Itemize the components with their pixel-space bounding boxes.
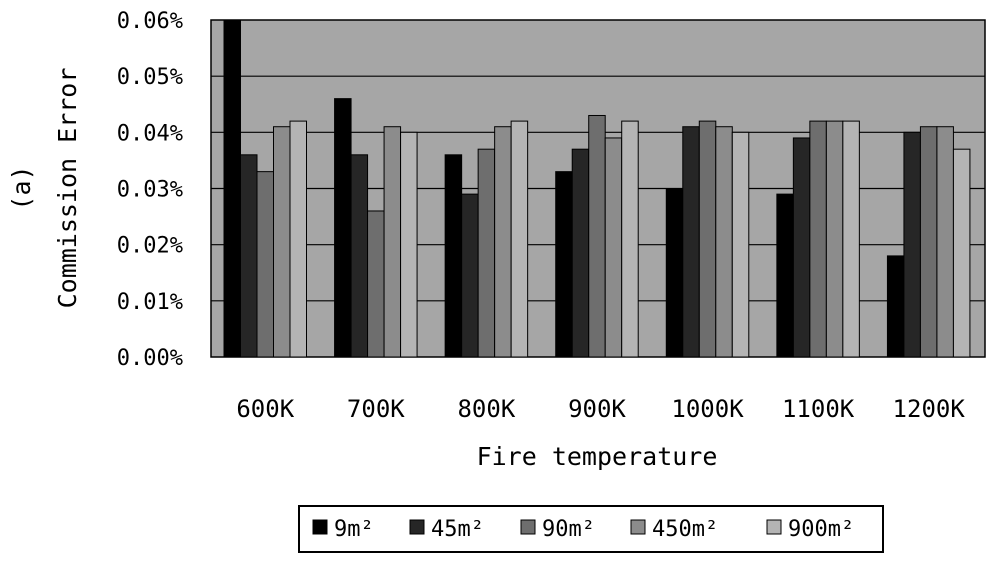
y-tick-label: 0.06% bbox=[117, 9, 183, 34]
bar bbox=[289, 120, 307, 358]
y-tick-label: 0.00% bbox=[117, 346, 183, 371]
bar bbox=[665, 188, 684, 358]
y-tick-label: 0.02% bbox=[117, 234, 183, 259]
y-tick-label: 0.01% bbox=[117, 290, 183, 315]
bar bbox=[494, 126, 512, 358]
x-tick-label: 800K bbox=[457, 395, 515, 423]
bar bbox=[825, 120, 844, 358]
bar bbox=[588, 114, 606, 358]
x-tick-label: 700K bbox=[347, 395, 405, 423]
y-tick-labels: 0.00% 0.01% 0.02% 0.03% 0.04% 0.05% 0.06% bbox=[117, 9, 183, 371]
bar bbox=[731, 131, 750, 358]
bar bbox=[334, 98, 352, 358]
bars bbox=[223, 19, 971, 358]
y-tick-label: 0.04% bbox=[117, 121, 183, 146]
legend-swatch bbox=[766, 519, 782, 535]
panel-label: (a) bbox=[7, 165, 36, 210]
x-tick-labels: 600K 700K 800K 900K 1000K 1100K 1200K bbox=[236, 395, 965, 423]
bar bbox=[698, 120, 717, 358]
bar bbox=[477, 148, 496, 358]
legend-swatch bbox=[312, 519, 328, 535]
bar bbox=[621, 120, 639, 358]
x-tick-label: 1000K bbox=[671, 395, 744, 423]
bar bbox=[776, 193, 794, 358]
legend-swatch bbox=[409, 519, 425, 535]
legend-entries: 9m² 45m² 90m² 450m² 900m² bbox=[312, 517, 854, 542]
bar bbox=[240, 154, 258, 358]
y-axis-title: Commission Error bbox=[53, 68, 82, 309]
bar bbox=[350, 154, 369, 358]
bar bbox=[223, 19, 241, 358]
bar bbox=[383, 126, 402, 358]
bar bbox=[400, 131, 418, 358]
legend-label: 900m² bbox=[788, 517, 854, 542]
bar bbox=[886, 255, 905, 358]
x-tick-label: 1200K bbox=[893, 395, 966, 423]
x-tick-label: 600K bbox=[236, 395, 294, 423]
bar bbox=[936, 126, 954, 358]
bar bbox=[903, 131, 921, 358]
legend-label: 45m² bbox=[431, 517, 484, 542]
bar bbox=[461, 193, 479, 358]
legend-label: 90m² bbox=[542, 517, 595, 542]
bar bbox=[367, 210, 385, 358]
bar bbox=[682, 126, 700, 358]
bar bbox=[256, 171, 274, 358]
bar bbox=[555, 171, 573, 358]
bar bbox=[510, 120, 529, 358]
bar bbox=[842, 120, 860, 358]
legend-label: 450m² bbox=[652, 517, 718, 542]
bar bbox=[604, 137, 623, 358]
bar bbox=[792, 137, 811, 358]
y-tick-label: 0.03% bbox=[117, 178, 183, 203]
legend-swatch bbox=[630, 519, 646, 535]
x-tick-label: 900K bbox=[568, 395, 626, 423]
x-tick-label: 1100K bbox=[782, 395, 855, 423]
bar bbox=[715, 126, 733, 358]
x-axis-title: Fire temperature bbox=[477, 442, 718, 471]
y-tick-label: 0.05% bbox=[117, 65, 183, 90]
bar bbox=[444, 154, 463, 358]
legend-label: 9m² bbox=[334, 517, 374, 542]
bar bbox=[273, 126, 291, 358]
legend-swatch bbox=[520, 519, 536, 535]
bar bbox=[952, 148, 971, 358]
bar bbox=[809, 120, 827, 358]
bar bbox=[919, 126, 938, 358]
legend bbox=[298, 505, 884, 553]
bar bbox=[571, 148, 590, 358]
